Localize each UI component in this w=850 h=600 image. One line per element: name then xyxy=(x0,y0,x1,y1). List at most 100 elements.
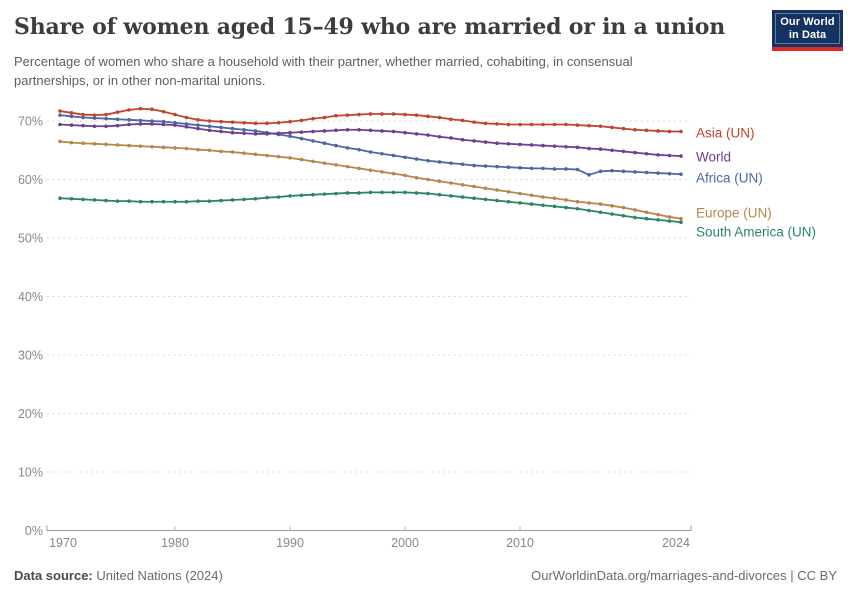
data-point[interactable] xyxy=(288,156,292,160)
data-point[interactable] xyxy=(196,147,200,152)
data-point[interactable] xyxy=(58,122,62,127)
data-point[interactable] xyxy=(219,125,223,130)
data-point[interactable] xyxy=(276,195,281,199)
data-point[interactable] xyxy=(288,194,292,198)
data-point[interactable] xyxy=(138,106,143,111)
data-point[interactable] xyxy=(437,115,442,120)
data-point[interactable] xyxy=(541,143,545,148)
data-point[interactable] xyxy=(276,120,281,125)
data-point[interactable] xyxy=(230,130,235,135)
data-point[interactable] xyxy=(69,114,74,119)
series-label-world[interactable]: World xyxy=(696,150,731,165)
data-point[interactable] xyxy=(115,117,120,122)
owid-logo[interactable]: Our World in Data xyxy=(772,10,843,51)
data-point[interactable] xyxy=(644,128,649,133)
data-point[interactable] xyxy=(575,167,580,172)
data-point[interactable] xyxy=(92,142,97,146)
data-point[interactable] xyxy=(230,126,235,131)
data-point[interactable] xyxy=(644,151,649,156)
data-point[interactable] xyxy=(104,124,108,129)
data-point[interactable] xyxy=(276,131,281,136)
data-point[interactable] xyxy=(207,128,212,133)
data-point[interactable] xyxy=(127,143,131,148)
data-point[interactable] xyxy=(368,150,373,154)
data-point[interactable] xyxy=(472,184,476,189)
data-point[interactable] xyxy=(598,210,603,215)
data-point[interactable] xyxy=(472,196,476,201)
data-point[interactable] xyxy=(598,202,603,206)
data-point[interactable] xyxy=(552,196,557,201)
data-point[interactable] xyxy=(311,139,315,143)
data-point[interactable] xyxy=(81,112,85,117)
data-point[interactable] xyxy=(506,199,511,204)
data-point[interactable] xyxy=(667,171,672,176)
data-point[interactable] xyxy=(541,195,545,199)
data-point[interactable] xyxy=(610,125,614,130)
data-point[interactable] xyxy=(138,122,143,126)
data-point[interactable] xyxy=(633,150,637,155)
data-point[interactable] xyxy=(322,161,327,165)
data-point[interactable] xyxy=(414,113,419,117)
data-point[interactable] xyxy=(58,113,62,117)
series-label-asia-un[interactable]: Asia (UN) xyxy=(696,126,755,141)
data-point[interactable] xyxy=(69,140,74,145)
data-point[interactable] xyxy=(127,122,131,127)
data-point[interactable] xyxy=(449,136,453,140)
data-point[interactable] xyxy=(322,141,327,146)
data-point[interactable] xyxy=(667,219,672,223)
data-point[interactable] xyxy=(345,127,350,132)
data-point[interactable] xyxy=(368,190,373,195)
data-point[interactable] xyxy=(518,191,522,196)
data-point[interactable] xyxy=(253,132,258,136)
data-point[interactable] xyxy=(196,199,200,203)
data-point[interactable] xyxy=(483,186,488,191)
data-point[interactable] xyxy=(219,198,223,203)
data-point[interactable] xyxy=(564,205,568,210)
series-label-europe-un[interactable]: Europe (UN) xyxy=(696,206,772,221)
data-point[interactable] xyxy=(104,198,108,203)
data-point[interactable] xyxy=(518,166,522,170)
data-point[interactable] xyxy=(357,112,361,117)
data-point[interactable] xyxy=(495,141,499,146)
data-point[interactable] xyxy=(656,171,660,175)
data-point[interactable] xyxy=(138,118,143,123)
data-point[interactable] xyxy=(299,136,304,141)
data-point[interactable] xyxy=(334,191,338,196)
data-point[interactable] xyxy=(575,123,580,127)
data-point[interactable] xyxy=(667,153,672,158)
data-point[interactable] xyxy=(414,132,419,136)
data-point[interactable] xyxy=(207,124,212,129)
data-point[interactable] xyxy=(414,175,419,180)
data-point[interactable] xyxy=(679,172,683,177)
data-point[interactable] xyxy=(58,109,62,113)
data-point[interactable] xyxy=(506,142,511,146)
data-point[interactable] xyxy=(460,137,465,142)
data-point[interactable] xyxy=(426,158,430,163)
data-point[interactable] xyxy=(69,123,74,127)
data-point[interactable] xyxy=(437,160,442,164)
data-point[interactable] xyxy=(529,166,534,171)
data-point[interactable] xyxy=(587,146,591,151)
data-point[interactable] xyxy=(541,166,545,171)
data-point[interactable] xyxy=(518,142,522,147)
data-point[interactable] xyxy=(621,169,626,174)
data-point[interactable] xyxy=(506,165,511,170)
series-label-africa-un[interactable]: Africa (UN) xyxy=(696,171,763,186)
data-point[interactable] xyxy=(265,195,269,200)
data-point[interactable] xyxy=(529,202,534,206)
data-point[interactable] xyxy=(219,119,223,124)
data-point[interactable] xyxy=(58,196,62,201)
data-point[interactable] xyxy=(161,145,166,150)
data-point[interactable] xyxy=(334,163,338,167)
data-point[interactable] xyxy=(265,132,269,136)
data-point[interactable] xyxy=(265,153,269,158)
data-point[interactable] xyxy=(656,153,660,157)
data-point[interactable] xyxy=(219,129,223,134)
series-africa-un[interactable] xyxy=(58,113,683,177)
data-point[interactable] xyxy=(472,139,476,143)
data-point[interactable] xyxy=(472,120,476,124)
data-point[interactable] xyxy=(679,129,683,134)
data-point[interactable] xyxy=(173,146,177,150)
data-point[interactable] xyxy=(679,220,683,225)
data-point[interactable] xyxy=(610,168,614,173)
